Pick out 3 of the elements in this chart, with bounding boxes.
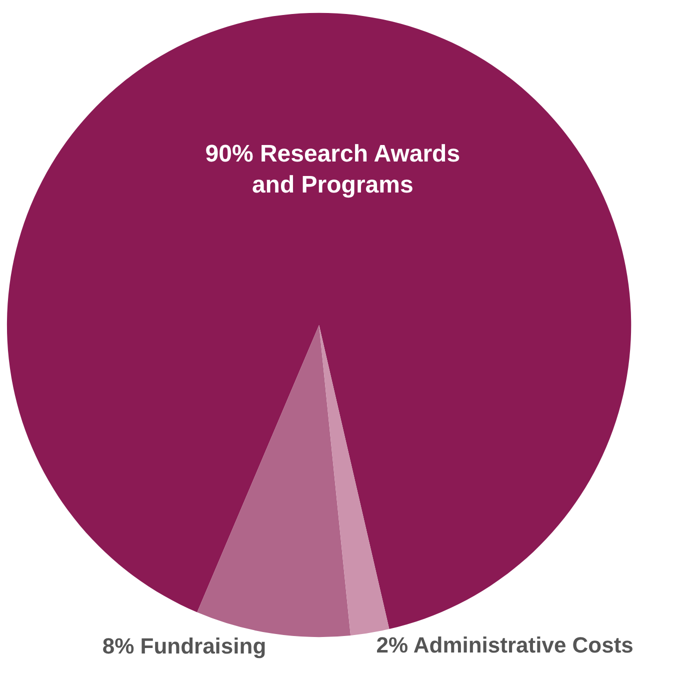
slice-label: 2% Administrative Costs (376, 632, 634, 658)
slice-label: 90% Research Awards and Programs (205, 140, 460, 199)
slice-label: 8% Fundraising (102, 633, 266, 658)
